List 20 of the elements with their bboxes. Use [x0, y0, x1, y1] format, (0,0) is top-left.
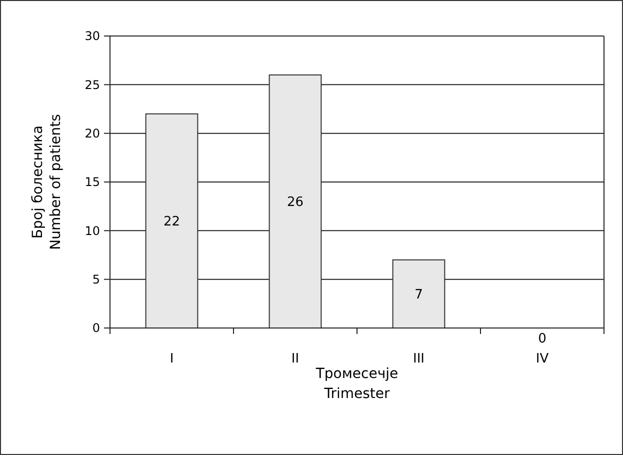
x-tick-label: I — [170, 352, 174, 367]
y-tick-label: 20 — [84, 126, 100, 141]
bar — [145, 113, 198, 328]
y-tick-label: 30 — [84, 29, 100, 44]
x-tick-label: IV — [536, 352, 549, 367]
y-axis-title: Број болесника Number of patients — [30, 114, 64, 250]
y-tick-label: 5 — [92, 272, 100, 287]
bar — [392, 259, 446, 328]
y-tick-label: 0 — [92, 321, 100, 336]
y-tick-label: 10 — [84, 224, 100, 238]
data-label: 22 — [163, 214, 180, 230]
data-label: 7 — [414, 287, 423, 302]
data-label: 26 — [286, 195, 304, 210]
x-tick-label: III — [412, 352, 425, 367]
x-axis-title: Тромесечје Trimester — [314, 366, 398, 402]
bar — [268, 74, 322, 328]
data-label: 0 — [538, 332, 546, 347]
y-tick-label: 25 — [84, 78, 100, 92]
x-tick-label: II — [291, 352, 300, 367]
y-tick-label: 15 — [84, 175, 100, 190]
